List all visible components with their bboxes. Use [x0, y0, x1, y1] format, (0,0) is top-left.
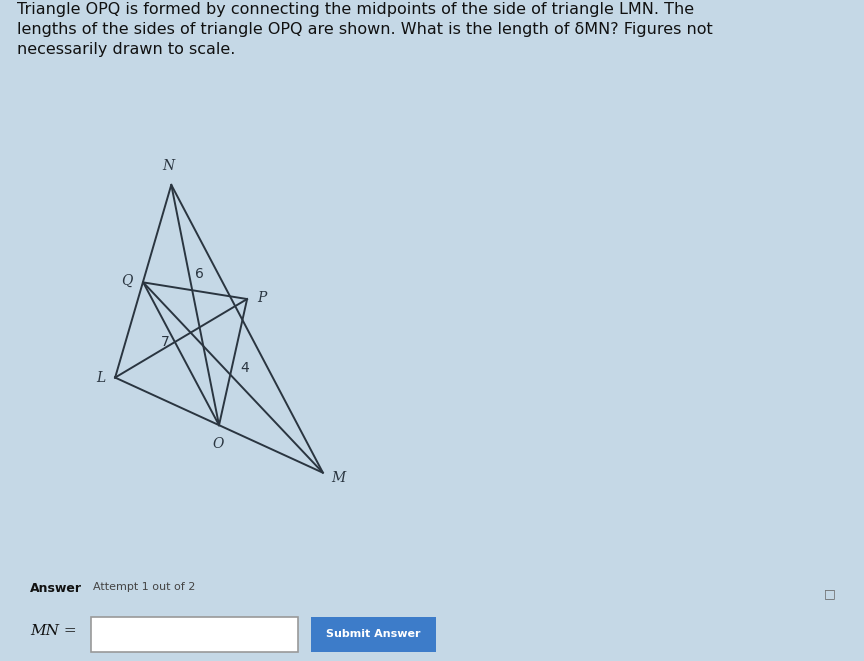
Text: 7: 7 — [162, 335, 170, 349]
Text: Q: Q — [121, 274, 132, 288]
Text: Answer: Answer — [30, 582, 82, 596]
Text: Attempt 1 out of 2: Attempt 1 out of 2 — [86, 582, 196, 592]
Text: Submit Answer: Submit Answer — [327, 629, 421, 639]
Text: MN =: MN = — [30, 625, 77, 639]
FancyBboxPatch shape — [311, 617, 436, 652]
Text: 4: 4 — [240, 361, 249, 375]
Text: P: P — [257, 291, 267, 305]
Text: □: □ — [823, 587, 835, 600]
Text: 6: 6 — [195, 267, 204, 282]
FancyBboxPatch shape — [91, 617, 298, 652]
Text: Triangle OPQ is formed by connecting the midpoints of the side of triangle LMN. : Triangle OPQ is formed by connecting the… — [17, 2, 713, 57]
Text: M: M — [331, 471, 346, 485]
Text: N: N — [162, 159, 175, 173]
Text: O: O — [213, 437, 224, 451]
Text: L: L — [96, 371, 105, 385]
